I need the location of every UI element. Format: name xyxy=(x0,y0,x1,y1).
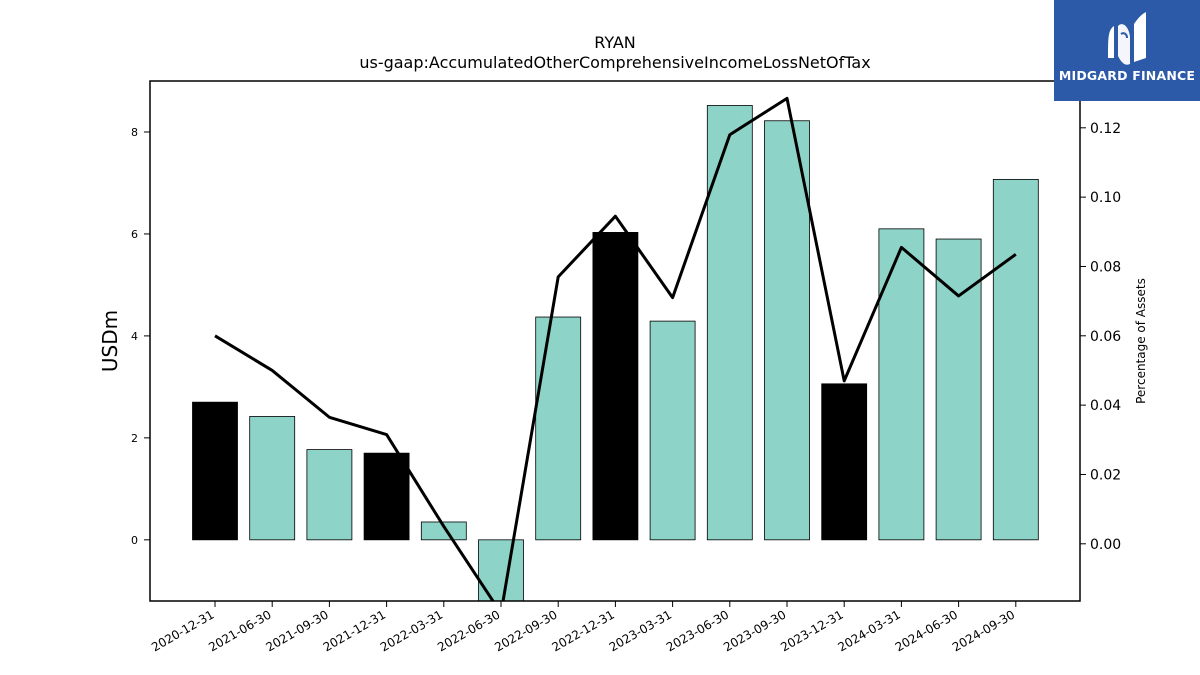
y2-tick-label: 0.08 xyxy=(1090,259,1121,275)
x-tick-label: 2023-12-31 xyxy=(778,607,845,654)
y2-tick-label: 0.10 xyxy=(1090,190,1121,206)
bar xyxy=(878,228,925,541)
x-tick-label: 2024-03-31 xyxy=(835,607,902,654)
bar xyxy=(192,401,238,541)
x-tick-label: 2022-06-30 xyxy=(435,607,502,654)
bar xyxy=(649,320,696,541)
y-tick-label: 0 xyxy=(131,534,138,547)
brand-logo: MIDGARD FINANCE xyxy=(1054,0,1200,101)
x-tick-label: 2022-12-31 xyxy=(549,607,616,654)
x-tick-label: 2022-03-31 xyxy=(378,607,445,654)
bar xyxy=(535,316,582,541)
bar xyxy=(420,521,467,541)
y-tick-label: 2 xyxy=(131,432,138,445)
y2-tick-label: 0.02 xyxy=(1090,467,1121,483)
chart-title: RYAN xyxy=(594,33,636,52)
bar xyxy=(478,539,524,601)
y2-tick-label: 0.06 xyxy=(1090,329,1121,345)
plot-area: 0 2 4 6 8 0.00 0.02 0.04 0.06 0.08 0.10 0.12 2020-12… xyxy=(131,96,1121,654)
x-tick-label: 2024-06-30 xyxy=(893,607,960,654)
bar xyxy=(706,105,753,541)
x-tick-label: 2020-12-31 xyxy=(149,607,216,654)
y2-tick-label: 0.12 xyxy=(1090,121,1121,137)
bar xyxy=(935,238,982,541)
bar xyxy=(249,416,296,541)
x-tick-label: 2023-09-30 xyxy=(721,607,788,654)
plot-frame xyxy=(149,80,1081,602)
x-tick-label: 2023-06-30 xyxy=(664,607,731,654)
y-tick-label: 6 xyxy=(131,228,138,241)
bar xyxy=(592,232,639,541)
x-tick-label: 2024-09-30 xyxy=(950,607,1017,654)
y2-tick-label: 0.00 xyxy=(1090,537,1121,553)
brand-name: MIDGARD FINANCE xyxy=(1058,68,1196,83)
y2-tick-label: 0.04 xyxy=(1090,398,1121,414)
x-tick-label: 2023-03-31 xyxy=(607,607,674,654)
bar xyxy=(992,178,1039,541)
midgard-logo-icon xyxy=(1108,12,1146,65)
x-tick-label: 2021-06-30 xyxy=(206,607,273,654)
y-tick-label: 4 xyxy=(131,330,138,343)
chart-subtitle: us-gaap:AccumulatedOtherComprehensiveInc… xyxy=(359,53,870,72)
bar xyxy=(764,120,810,541)
bar xyxy=(306,449,353,541)
y-tick-label: 8 xyxy=(131,126,138,139)
bar xyxy=(821,383,868,541)
x-tick-label: 2021-12-31 xyxy=(321,607,388,654)
y-axis-label: USDm xyxy=(98,310,122,372)
y2-axis-label: Percentage of Assets xyxy=(1134,278,1148,404)
percentage-line xyxy=(214,96,1017,601)
bar xyxy=(363,452,410,541)
x-tick-label: 2022-09-30 xyxy=(492,607,559,654)
x-tick-label: 2021-09-30 xyxy=(263,607,330,654)
